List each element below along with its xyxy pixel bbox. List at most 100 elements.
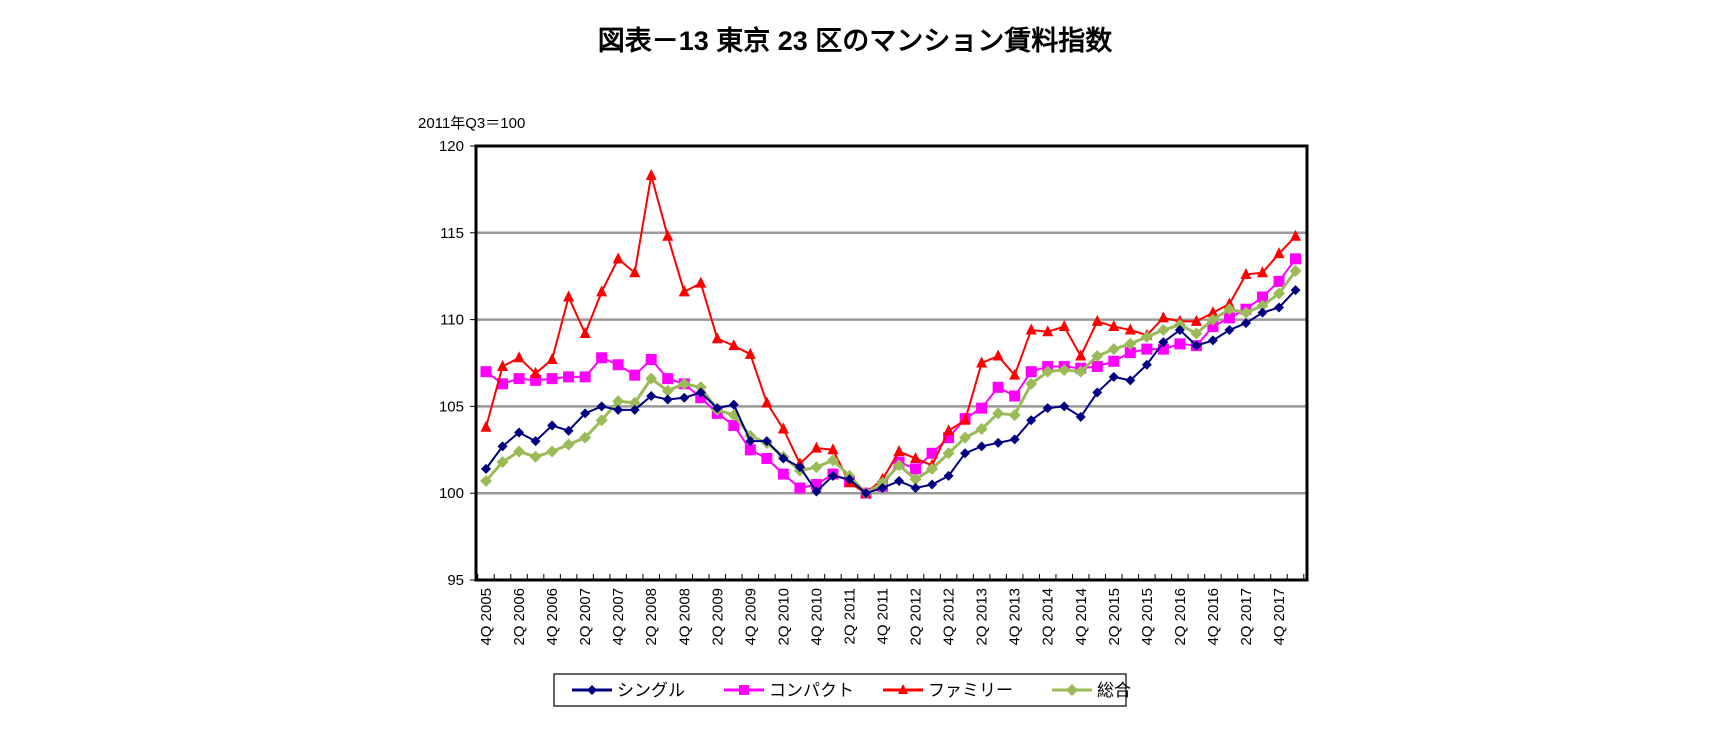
x-tick-label: 4Q 2009 xyxy=(742,588,759,646)
data-point xyxy=(761,436,772,447)
data-point xyxy=(1256,299,1269,312)
series-group xyxy=(480,169,1302,500)
data-point xyxy=(1025,323,1037,335)
data-point xyxy=(1074,365,1087,378)
data-point xyxy=(662,394,673,405)
data-point xyxy=(1124,337,1137,350)
x-tick-label: 2Q 2011 xyxy=(841,588,858,644)
data-point xyxy=(1107,343,1120,356)
series-line xyxy=(484,270,1297,496)
data-point xyxy=(496,455,509,468)
data-point xyxy=(794,462,805,473)
data-point xyxy=(1190,327,1203,340)
data-point xyxy=(530,374,542,386)
data-point xyxy=(942,447,955,460)
x-tick-label: 2Q 2012 xyxy=(908,588,925,646)
data-point xyxy=(810,479,822,491)
data-point xyxy=(596,285,608,297)
data-point xyxy=(1157,311,1169,323)
legend-marker xyxy=(739,685,749,695)
data-point xyxy=(1223,312,1235,324)
data-point xyxy=(959,431,972,444)
data-point xyxy=(1091,360,1103,372)
data-point xyxy=(1239,306,1252,319)
data-point xyxy=(1174,325,1185,336)
data-point xyxy=(563,425,574,436)
data-point xyxy=(860,488,871,499)
y-tick-label: 95 xyxy=(447,572,464,589)
data-point xyxy=(992,349,1004,361)
data-point xyxy=(579,431,592,444)
data-point xyxy=(1042,325,1054,337)
data-point xyxy=(960,448,971,459)
data-point xyxy=(1058,320,1070,332)
data-point xyxy=(1026,415,1037,426)
data-point xyxy=(1158,337,1169,348)
data-point xyxy=(1207,321,1219,333)
data-point xyxy=(893,445,905,457)
data-point xyxy=(1290,285,1301,296)
data-point xyxy=(1124,347,1136,359)
data-point xyxy=(1075,411,1086,422)
data-point xyxy=(827,443,839,455)
data-point xyxy=(1108,320,1120,332)
y-axis: 95 100 105 110 115 120 xyxy=(439,138,476,589)
x-tick-label: 2Q 2008 xyxy=(643,588,660,646)
data-point xyxy=(943,470,954,481)
data-point xyxy=(579,326,591,338)
data-point xyxy=(497,441,508,452)
data-point xyxy=(546,353,558,365)
data-point xyxy=(546,445,559,458)
data-point xyxy=(728,339,740,351)
data-point xyxy=(1025,366,1037,378)
data-point xyxy=(1157,343,1169,355)
data-point xyxy=(513,351,525,363)
legend-box xyxy=(553,673,1127,707)
data-point xyxy=(1059,401,1070,412)
data-point xyxy=(596,401,607,412)
data-point xyxy=(1124,323,1136,335)
x-tick-label: 4Q 2010 xyxy=(808,588,825,646)
y-tick-label: 100 xyxy=(439,485,464,502)
data-point xyxy=(612,252,624,264)
data-point xyxy=(976,441,987,452)
data-point xyxy=(1207,335,1218,346)
data-point xyxy=(1009,368,1021,380)
data-point xyxy=(480,420,492,432)
data-point xyxy=(976,402,988,414)
x-tick-label: 4Q 2007 xyxy=(610,588,627,646)
x-tick-label: 2Q 2006 xyxy=(511,588,528,646)
data-point xyxy=(943,432,955,444)
data-point xyxy=(1141,359,1152,370)
data-point xyxy=(679,392,690,403)
data-point xyxy=(1140,330,1153,343)
legend-marker xyxy=(1066,684,1078,696)
data-point xyxy=(1257,307,1268,318)
data-point xyxy=(926,447,938,459)
series-line xyxy=(485,258,1297,495)
data-point xyxy=(1190,314,1202,326)
data-point xyxy=(514,427,525,438)
data-point xyxy=(662,229,674,241)
data-point xyxy=(662,373,674,385)
data-point xyxy=(530,366,542,378)
data-point xyxy=(909,473,922,486)
data-point xyxy=(827,470,838,481)
data-point xyxy=(976,356,988,368)
data-point xyxy=(992,381,1004,393)
x-axis: 4Q 2005 2Q 2006 4Q 2006 2Q 2007 4Q 2007 2Q 20… xyxy=(477,574,1305,646)
data-point xyxy=(1092,387,1103,398)
data-point xyxy=(678,377,691,390)
x-tick-label: 4Q 2017 xyxy=(1271,588,1288,646)
data-point xyxy=(910,451,922,463)
data-point xyxy=(975,422,988,435)
series-0 xyxy=(481,285,1301,499)
data-point xyxy=(910,482,921,493)
data-point xyxy=(595,414,608,427)
data-point xyxy=(1273,275,1285,287)
data-point xyxy=(877,482,888,493)
data-point xyxy=(1223,303,1236,316)
data-point xyxy=(661,384,674,397)
legend-marker xyxy=(587,685,597,695)
data-point xyxy=(1009,390,1021,402)
